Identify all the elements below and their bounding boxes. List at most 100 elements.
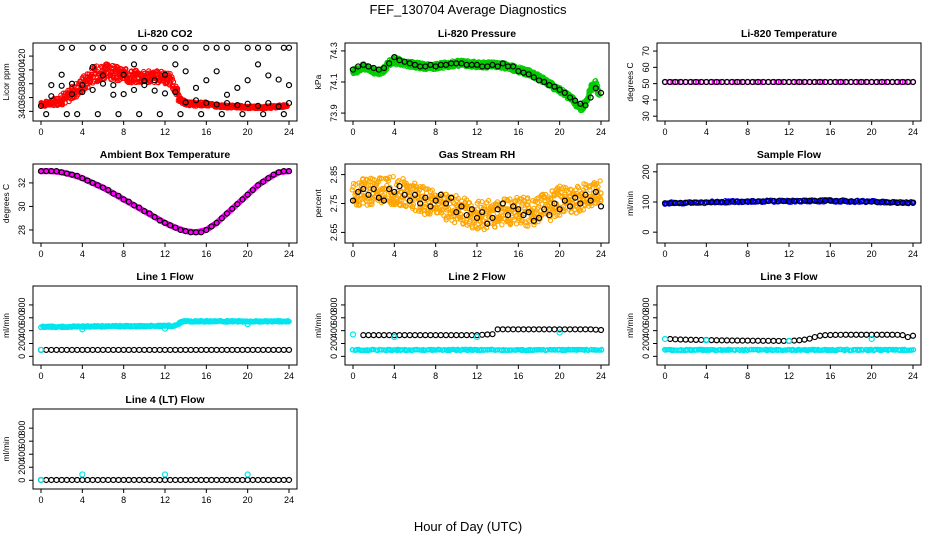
y-tick-label: 2.75 — [329, 195, 339, 213]
data-point — [760, 337, 767, 344]
x-tick-label: 16 — [201, 127, 211, 137]
data-point — [455, 347, 461, 353]
data-point — [672, 336, 679, 343]
y-tick-label: 600 — [329, 310, 339, 325]
data-point — [375, 332, 382, 339]
x-tick-label: 24 — [908, 249, 918, 259]
data-point — [520, 211, 527, 219]
data-point — [120, 71, 127, 78]
data-point — [254, 476, 262, 484]
data-point — [794, 78, 801, 86]
x-tick-label: 24 — [284, 371, 294, 381]
data-point — [453, 209, 460, 216]
data-point — [690, 78, 697, 86]
panel-title: Gas Stream RH — [439, 149, 515, 161]
data-point — [403, 203, 409, 210]
data-point — [791, 337, 798, 344]
data-point — [349, 187, 355, 193]
data-point — [254, 182, 262, 189]
data-point — [418, 206, 424, 213]
data-point — [801, 336, 808, 343]
panel-title: Li-820 CO2 — [138, 28, 193, 40]
data-point — [85, 84, 91, 90]
data-point — [130, 44, 138, 51]
data-point — [213, 68, 220, 75]
x-tick-label: 0 — [350, 127, 355, 137]
y-tick-label: 420 — [17, 49, 27, 64]
data-point — [53, 476, 60, 484]
data-point — [192, 84, 200, 91]
y-tick-label: 400 — [17, 447, 27, 462]
data-point — [572, 194, 579, 201]
y-axis-label: percent — [313, 189, 323, 218]
data-point — [172, 61, 179, 68]
panel-3: Li-820 Temperature degrees C 0 4 8 12 16 20 24 30… — [625, 28, 922, 137]
data-point — [285, 99, 293, 107]
data-point — [280, 44, 287, 51]
data-point — [541, 206, 548, 213]
data-point — [68, 44, 76, 51]
data-point — [739, 337, 746, 344]
data-point — [198, 229, 205, 236]
data-point — [489, 331, 496, 338]
data-point — [485, 197, 492, 204]
data-point — [401, 332, 408, 339]
data-point — [534, 199, 541, 206]
y-tick-label: 600 — [17, 434, 27, 449]
data-point — [244, 476, 251, 484]
data-point — [156, 217, 163, 224]
data-point — [510, 203, 517, 210]
y-tick-label: 0 — [641, 354, 651, 359]
data-point — [120, 346, 127, 354]
data-point — [161, 90, 169, 97]
data-point — [74, 111, 81, 118]
data-point — [548, 197, 554, 203]
data-point — [563, 185, 569, 191]
data-point — [909, 332, 917, 339]
data-point — [223, 210, 231, 217]
data-point — [177, 346, 184, 354]
data-point — [786, 346, 792, 353]
data-point — [546, 326, 553, 333]
data-point — [48, 476, 55, 484]
data-point — [598, 347, 605, 353]
data-point — [458, 332, 465, 339]
data-point — [876, 78, 883, 86]
data-point — [105, 186, 112, 194]
data-point — [99, 184, 107, 191]
data-point — [512, 198, 518, 204]
data-point — [587, 187, 593, 193]
data-point — [365, 191, 372, 198]
data-point — [141, 476, 148, 484]
data-point — [597, 89, 605, 96]
panel-9: Line 3 Flow ml/min 0 4 8 12 16 20 24 0 20040060080… — [625, 271, 922, 381]
data-point — [161, 44, 169, 51]
data-point — [578, 207, 584, 213]
data-point — [125, 198, 132, 205]
panel-6: Sample Flow ml/min 0 4 8 12 16 20 24 0 100 200 — [625, 149, 922, 259]
x-tick-label: 8 — [121, 371, 126, 381]
data-point — [375, 194, 382, 201]
data-point — [37, 102, 45, 109]
data-point — [68, 80, 76, 87]
data-point — [422, 201, 428, 207]
data-point — [213, 346, 220, 354]
data-point — [218, 476, 225, 484]
data-point — [43, 346, 50, 354]
x-tick-label: 8 — [745, 371, 750, 381]
data-point — [878, 331, 886, 338]
data-point — [531, 222, 537, 228]
data-point — [494, 206, 501, 213]
data-point — [390, 173, 396, 180]
x-tick-label: 16 — [513, 249, 523, 259]
x-tick-label: 20 — [243, 371, 253, 381]
data-point — [723, 337, 731, 344]
panel-8: Line 2 Flow ml/min 0 4 8 12 16 20 24 0 20040060080… — [313, 271, 610, 381]
data-point — [593, 80, 600, 86]
data-point — [63, 111, 70, 118]
data-point — [578, 346, 584, 353]
data-point — [468, 203, 474, 209]
panel-title: Li-820 Temperature — [741, 28, 837, 40]
data-point — [504, 211, 512, 219]
data-point — [374, 180, 380, 187]
